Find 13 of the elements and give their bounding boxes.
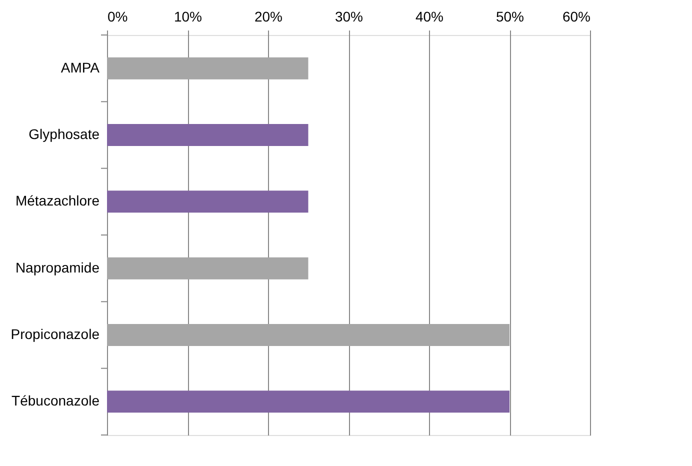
- x-tick-label: 50%: [496, 8, 524, 24]
- y-tick-label: Tébuconazole: [12, 392, 100, 409]
- x-tick-label: 20%: [254, 8, 283, 24]
- y-tick-label: Glyphosate: [28, 126, 100, 142]
- y-tick-label: Napropamide: [15, 259, 100, 276]
- x-tick-label: 30%: [334, 8, 364, 24]
- y-tick-label: Métazachlore: [15, 192, 100, 209]
- x-tick-label: 40%: [415, 8, 444, 24]
- y-tick-label: Propiconazole: [10, 326, 100, 342]
- x-tick-label: 10%: [174, 8, 202, 24]
- y-tick-label: AMPA: [60, 59, 100, 76]
- x-tick-label: 0%: [108, 8, 128, 24]
- x-tick-label: 60%: [562, 8, 590, 24]
